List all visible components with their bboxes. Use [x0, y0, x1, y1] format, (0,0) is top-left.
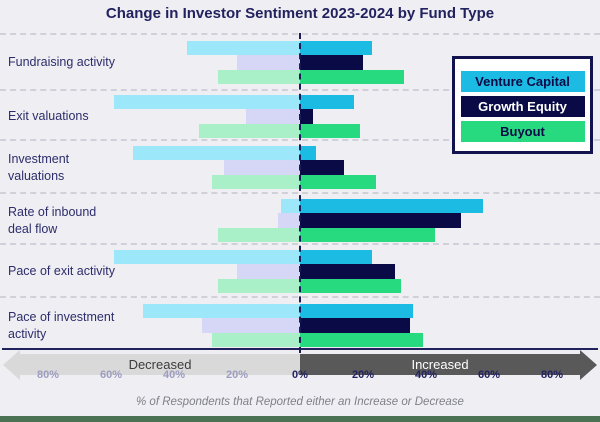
x-tick-label: 40% — [414, 369, 438, 381]
axis-footnote: % of Respondents that Reported either an… — [136, 396, 464, 408]
x-tick-label: 0% — [292, 369, 308, 381]
x-tick-label: 40% — [162, 369, 186, 381]
x-tick-label: 80% — [540, 369, 564, 381]
bar-buyout-increased — [300, 278, 401, 293]
bar-growth-equity-decreased — [224, 160, 300, 175]
decreased-arrow-label: Decreased — [20, 354, 300, 375]
x-tick-label: 20% — [225, 369, 249, 381]
bar-growth-equity-decreased — [237, 55, 300, 70]
x-tick-label: 20% — [351, 369, 375, 381]
bar-growth-equity-increased — [300, 55, 363, 70]
x-tick-label: 80% — [36, 369, 60, 381]
bar-venture-capital-decreased — [133, 146, 300, 161]
bar-growth-equity-decreased — [246, 109, 300, 124]
bar-buyout-decreased — [211, 332, 300, 347]
bar-buyout-increased — [300, 227, 436, 242]
bar-growth-equity-decreased — [277, 213, 300, 228]
bar-buyout-decreased — [218, 278, 300, 293]
legend-item-buyout: Buyout — [460, 121, 585, 142]
bar-venture-capital-increased — [300, 304, 414, 319]
bar-buyout-decreased — [218, 69, 300, 84]
chart-title: Change in Investor Sentiment 2023-2024 b… — [105, 5, 495, 22]
zero-baseline — [299, 33, 301, 353]
category-label: Pace of investment activity — [8, 310, 115, 341]
bar-venture-capital-decreased — [186, 41, 300, 56]
bar-buyout-decreased — [199, 123, 300, 138]
increased-arrow-label: Increased — [300, 354, 580, 375]
legend-box: Venture Capital Growth Equity Buyout — [452, 56, 593, 154]
decreased-arrowhead-icon — [3, 349, 20, 380]
bar-venture-capital-decreased — [281, 199, 300, 214]
bar-buyout-increased — [300, 123, 360, 138]
bar-growth-equity-increased — [300, 264, 395, 279]
bar-venture-capital-increased — [300, 146, 316, 161]
bar-buyout-increased — [300, 174, 376, 189]
bar-growth-equity-increased — [300, 160, 345, 175]
category-label: Fundraising activity — [8, 55, 115, 70]
x-tick-label: 60% — [477, 369, 501, 381]
bottom-accent-bar — [0, 416, 600, 422]
bar-venture-capital-decreased — [114, 95, 300, 110]
bar-venture-capital-decreased — [142, 304, 300, 319]
legend-item-venture-capital: Venture Capital — [460, 71, 585, 92]
category-label: Rate of inbound deal flow — [8, 205, 97, 236]
bar-growth-equity-decreased — [237, 264, 300, 279]
increased-arrowhead-icon — [580, 349, 597, 380]
bar-buyout-increased — [300, 69, 404, 84]
bar-venture-capital-increased — [300, 95, 354, 110]
bar-growth-equity-increased — [300, 318, 411, 333]
bar-buyout-decreased — [211, 174, 300, 189]
bar-growth-equity-decreased — [202, 318, 300, 333]
x-tick-label: 60% — [99, 369, 123, 381]
bar-venture-capital-decreased — [114, 250, 300, 265]
bar-growth-equity-increased — [300, 109, 313, 124]
bar-buyout-increased — [300, 332, 423, 347]
category-label: Pace of exit activity — [8, 264, 115, 279]
bar-venture-capital-increased — [300, 41, 373, 56]
bar-buyout-decreased — [218, 227, 300, 242]
category-label: Exit valuations — [8, 109, 89, 124]
bar-growth-equity-increased — [300, 213, 461, 228]
legend-item-growth-equity: Growth Equity — [460, 96, 585, 117]
bar-venture-capital-increased — [300, 199, 483, 214]
category-label: Investment valuations — [8, 152, 70, 183]
bar-venture-capital-increased — [300, 250, 373, 265]
